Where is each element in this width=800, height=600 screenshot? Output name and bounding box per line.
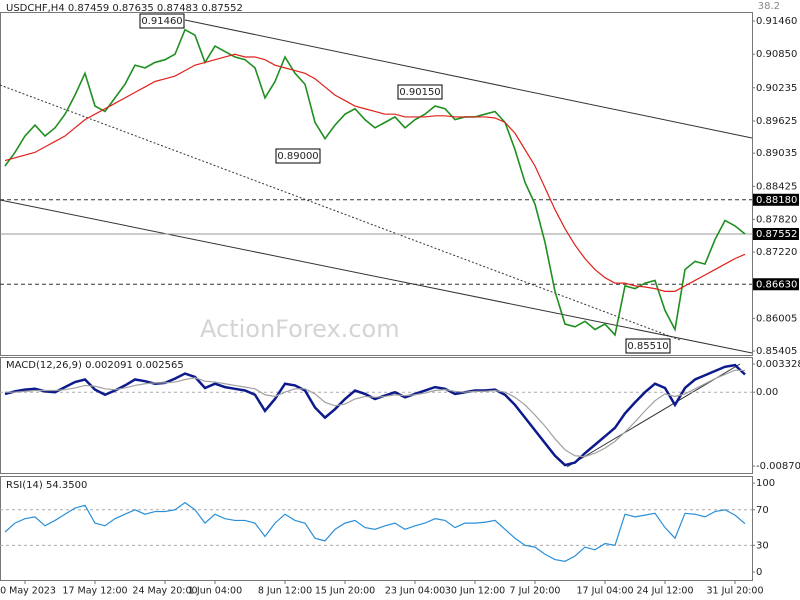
annotation: 0.91460 xyxy=(141,16,182,27)
level-label: 0.86630 xyxy=(756,279,797,290)
series-line xyxy=(5,369,746,458)
symbol-header: USDCHF,H4 0.87459 0.87635 0.87483 0.8755… xyxy=(6,3,243,14)
x-tick-label: 17 Jul 04:00 xyxy=(577,586,634,597)
y-tick-label: 0.90235 xyxy=(756,83,797,94)
x-tick-label: 1 Jun 04:00 xyxy=(188,586,242,597)
y-tick-label: 30 xyxy=(756,540,769,551)
annotation-box xyxy=(625,338,671,354)
y-tick-label: 0 xyxy=(756,567,762,578)
annotation: 0.85510 xyxy=(627,341,668,352)
y-tick-label: 0.89625 xyxy=(756,116,797,127)
y-tick-label: 70 xyxy=(756,505,769,516)
y-tick-label: 0.89035 xyxy=(756,148,797,159)
x-tick-label: 31 Jul 20:00 xyxy=(707,586,764,597)
macd-title: MACD(12,26,9) 0.002091 0.002565 xyxy=(6,360,184,371)
y-tick-label: 0.87820 xyxy=(756,214,797,225)
y-tick-label: 0.85405 xyxy=(756,346,797,357)
y-tick-label: 0.90850 xyxy=(756,49,797,60)
macd-panel xyxy=(0,357,753,474)
y-tick-label: 0.86005 xyxy=(756,313,797,324)
y-tick-label: 0.003328 xyxy=(756,359,800,370)
series-line xyxy=(4,53,746,292)
rsi-title: RSI(14) 54.3500 xyxy=(6,480,87,491)
channel-bottom xyxy=(0,199,753,354)
y-tick-label: 0.87220 xyxy=(756,247,797,258)
x-tick-label: 30 Jun 12:00 xyxy=(445,586,505,597)
series-line xyxy=(4,28,746,337)
annotation: 0.90150 xyxy=(399,87,440,98)
x-tick-label: 7 Jul 20:00 xyxy=(510,586,561,597)
annotation-box xyxy=(397,84,443,100)
x-tick-label: 15 Jun 20:00 xyxy=(315,586,375,597)
x-tick-label: 8 Jun 12:00 xyxy=(258,586,312,597)
x-tick-label: 23 Jun 04:00 xyxy=(385,586,445,597)
channel-top xyxy=(184,19,753,139)
annotation-box xyxy=(139,13,185,29)
price-panel xyxy=(0,12,753,356)
rsi-panel xyxy=(0,476,753,581)
annotation: 0.89000 xyxy=(277,151,318,162)
y-tick-label: 0.00 xyxy=(756,387,778,398)
y-tick-label: 100 xyxy=(756,478,775,489)
y-tick-label: 0.88425 xyxy=(756,181,797,192)
series-line xyxy=(4,501,746,562)
series-line xyxy=(4,363,746,467)
x-tick-label: 10 May 2023 xyxy=(0,586,56,597)
x-tick-label: 17 May 12:00 xyxy=(62,586,127,597)
x-tick-label: 24 May 20:00 xyxy=(132,586,197,597)
watermark: ActionForex.com xyxy=(200,315,400,343)
y-tick-label: 0.91460 xyxy=(756,16,797,27)
current-price-label: 0.87552 xyxy=(756,229,797,240)
corner-label: 38.2 xyxy=(758,1,780,12)
annotation-box xyxy=(275,148,321,164)
level-label-box xyxy=(753,193,799,206)
level-label-box xyxy=(753,278,799,291)
y-tick-label: -0.008707 xyxy=(756,461,800,472)
dotted-trendline xyxy=(0,84,681,341)
current-price-box xyxy=(753,227,799,240)
x-tick-label: 24 Jul 12:00 xyxy=(637,586,694,597)
level-label: 0.88180 xyxy=(756,195,797,206)
